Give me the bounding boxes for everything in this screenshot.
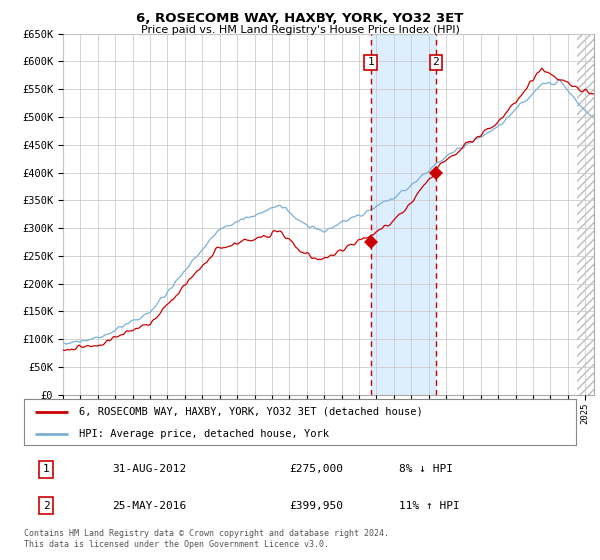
Text: 25-MAY-2016: 25-MAY-2016 <box>112 501 187 511</box>
Text: 6, ROSECOMB WAY, HAXBY, YORK, YO32 3ET: 6, ROSECOMB WAY, HAXBY, YORK, YO32 3ET <box>136 12 464 25</box>
Text: 6, ROSECOMB WAY, HAXBY, YORK, YO32 3ET (detached house): 6, ROSECOMB WAY, HAXBY, YORK, YO32 3ET (… <box>79 407 423 417</box>
Text: Contains HM Land Registry data © Crown copyright and database right 2024.
This d: Contains HM Land Registry data © Crown c… <box>24 529 389 549</box>
Text: 2: 2 <box>433 58 439 68</box>
Text: 2: 2 <box>43 501 49 511</box>
Bar <box>371 34 436 395</box>
Text: £399,950: £399,950 <box>289 501 343 511</box>
Text: 1: 1 <box>43 464 49 474</box>
Text: 1: 1 <box>367 58 374 68</box>
Text: 31-AUG-2012: 31-AUG-2012 <box>112 464 187 474</box>
Text: £275,000: £275,000 <box>289 464 343 474</box>
Text: 8% ↓ HPI: 8% ↓ HPI <box>400 464 454 474</box>
Text: 11% ↑ HPI: 11% ↑ HPI <box>400 501 460 511</box>
Bar <box>577 34 594 395</box>
Text: HPI: Average price, detached house, York: HPI: Average price, detached house, York <box>79 429 329 438</box>
Text: Price paid vs. HM Land Registry's House Price Index (HPI): Price paid vs. HM Land Registry's House … <box>140 25 460 35</box>
